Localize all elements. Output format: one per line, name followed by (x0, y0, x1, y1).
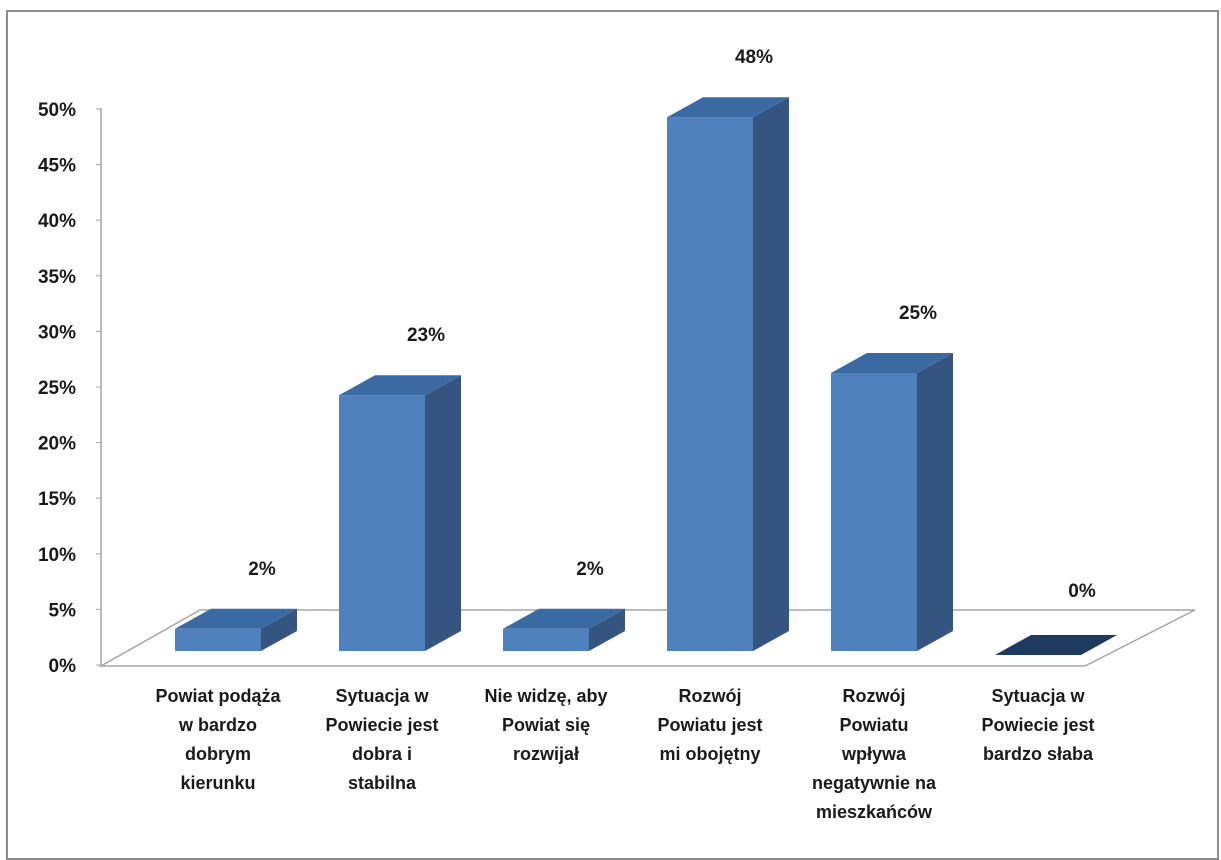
category-label-line: Nie widzę, aby (484, 686, 607, 706)
category-label-line: Powiecie jest (325, 715, 438, 735)
y-tick-label: 40% (38, 211, 76, 232)
bar (667, 117, 753, 652)
category-label: Nie widzę, aby Powiat się rozwijał (484, 686, 607, 764)
bar (995, 635, 1117, 655)
y-tick-label: 15% (38, 489, 76, 510)
category-label-line: kierunku (180, 773, 255, 793)
y-tick-label: 0% (49, 656, 77, 677)
data-label: 2% (248, 559, 276, 580)
category-label: Sytuacja w Powiecie jest bardzo słaba (981, 686, 1094, 764)
category-label-line: Powiat podąża (155, 686, 281, 706)
data-label: 23% (407, 325, 445, 346)
category-label-line: Powiatu jest (657, 715, 762, 735)
category-label-line: Sytuacja w (991, 686, 1085, 706)
y-tick-label: 5% (49, 600, 77, 621)
y-tick-label: 35% (38, 267, 76, 288)
bar (175, 628, 261, 651)
category-label-line: Sytuacja w (335, 686, 429, 706)
bar (831, 373, 917, 651)
bar-top (503, 608, 625, 629)
bar-side (753, 97, 789, 652)
category-label: Powiat podąża w bardzo dobrym kierunku (155, 686, 281, 793)
bar-side (589, 608, 625, 651)
bar-top (667, 97, 789, 118)
bar-side (917, 353, 953, 651)
category-label-line: Rozwój (679, 686, 742, 706)
category-label-line: Powiat się (502, 715, 590, 735)
category-label-line: stabilna (348, 773, 417, 793)
category-label-line: w bardzo (178, 715, 257, 735)
bar-side (425, 375, 461, 651)
data-label: 2% (576, 559, 604, 580)
category-label-line: dobra i (352, 744, 412, 764)
bar-top (339, 375, 461, 396)
bar (503, 628, 589, 651)
y-tick-label: 30% (38, 322, 76, 343)
y-tick-label: 20% (38, 434, 76, 455)
bar-side (261, 608, 297, 651)
category-label-line: Powiecie jest (981, 715, 1094, 735)
bar (339, 395, 425, 651)
category-label-line: rozwijał (513, 744, 579, 764)
category-label-line: negatywnie na (812, 773, 937, 793)
category-label: Rozwój Powiatu jest mi obojętny (657, 686, 762, 764)
category-label-line: wpływa (841, 744, 907, 764)
category-label: Sytuacja w Powiecie jest dobra i stabilna (325, 686, 438, 793)
data-label: 25% (899, 303, 937, 324)
data-label: 0% (1068, 581, 1096, 602)
category-label-line: mieszkańców (816, 802, 933, 822)
bar-top (175, 608, 297, 629)
y-tick-label: 50% (38, 100, 76, 121)
bar-top (831, 353, 953, 373)
category-label-line: mi obojętny (659, 744, 760, 764)
category-label-line: dobrym (185, 744, 251, 764)
category-label-line: bardzo słaba (983, 744, 1094, 764)
category-label-line: Rozwój (843, 686, 906, 706)
category-label: Rozwój Powiatu wpływa negatywnie na mieszkań… (812, 686, 937, 822)
y-tick-label: 25% (38, 378, 76, 399)
chart-frame (6, 10, 1219, 860)
data-label: 48% (735, 47, 773, 68)
category-label-line: Powiatu (839, 715, 908, 735)
y-tick-label: 10% (38, 545, 76, 566)
y-tick-label: 45% (38, 156, 76, 177)
